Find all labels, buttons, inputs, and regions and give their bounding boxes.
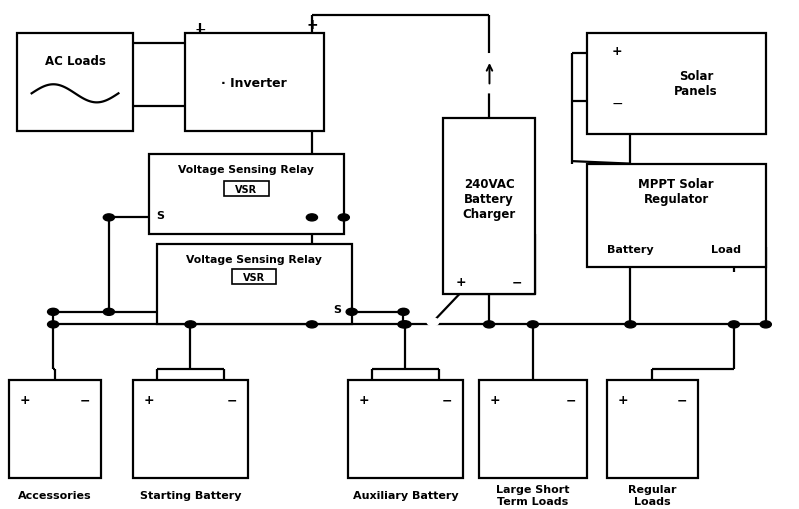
FancyBboxPatch shape <box>224 182 268 197</box>
Circle shape <box>48 321 58 328</box>
Text: −: − <box>611 96 622 110</box>
Text: +: + <box>20 393 30 406</box>
Circle shape <box>400 321 411 328</box>
Text: +: + <box>617 393 628 406</box>
Circle shape <box>338 214 349 221</box>
Text: +: + <box>490 393 500 406</box>
FancyBboxPatch shape <box>586 164 765 267</box>
Text: +: + <box>306 18 318 32</box>
FancyBboxPatch shape <box>348 380 463 477</box>
Circle shape <box>427 319 439 326</box>
FancyBboxPatch shape <box>185 34 324 132</box>
Text: Solar
Panels: Solar Panels <box>674 70 718 98</box>
Text: −: − <box>227 393 237 406</box>
Circle shape <box>306 321 317 328</box>
Text: Regular
Loads: Regular Loads <box>628 485 677 506</box>
Circle shape <box>527 321 539 328</box>
FancyBboxPatch shape <box>586 34 765 134</box>
Text: Auxiliary Battery: Auxiliary Battery <box>352 490 459 500</box>
Circle shape <box>185 321 196 328</box>
Text: Voltage Sensing Relay: Voltage Sensing Relay <box>178 164 314 174</box>
Text: Battery: Battery <box>607 244 654 254</box>
Text: −: − <box>677 393 687 406</box>
FancyBboxPatch shape <box>232 270 276 285</box>
Text: Accessories: Accessories <box>18 490 92 500</box>
Text: −: − <box>442 393 452 406</box>
Text: Voltage Sensing Relay: Voltage Sensing Relay <box>186 254 322 265</box>
Text: +: + <box>359 393 369 406</box>
Text: VSR: VSR <box>235 184 257 194</box>
Text: −: − <box>195 23 206 37</box>
Circle shape <box>103 214 114 221</box>
Text: 240VAC
Battery
Charger: 240VAC Battery Charger <box>463 178 515 221</box>
FancyBboxPatch shape <box>606 380 698 477</box>
Circle shape <box>103 308 114 316</box>
Text: Load: Load <box>711 244 741 254</box>
FancyBboxPatch shape <box>443 119 535 295</box>
FancyBboxPatch shape <box>149 154 344 235</box>
FancyBboxPatch shape <box>133 380 248 477</box>
Text: · Inverter: · Inverter <box>221 76 287 90</box>
FancyBboxPatch shape <box>157 244 352 325</box>
Text: +: + <box>611 45 622 58</box>
Circle shape <box>398 308 409 316</box>
Circle shape <box>316 307 328 314</box>
Text: AC Loads: AC Loads <box>45 55 105 68</box>
Circle shape <box>729 321 740 328</box>
Circle shape <box>48 308 58 316</box>
Circle shape <box>625 321 636 328</box>
Text: −: − <box>80 393 90 406</box>
Text: +: + <box>143 393 154 406</box>
Circle shape <box>483 321 495 328</box>
FancyBboxPatch shape <box>10 380 101 477</box>
Text: +: + <box>455 276 466 289</box>
Text: −: − <box>566 393 576 406</box>
FancyBboxPatch shape <box>479 380 586 477</box>
Text: Large Short
Term Loads: Large Short Term Loads <box>496 485 570 506</box>
Circle shape <box>459 55 519 93</box>
Circle shape <box>292 215 304 222</box>
Circle shape <box>306 214 317 221</box>
Circle shape <box>760 321 771 328</box>
Circle shape <box>398 321 409 328</box>
Text: −: − <box>512 276 523 289</box>
Text: MPPT Solar
Regulator: MPPT Solar Regulator <box>638 178 714 206</box>
Text: S: S <box>157 210 165 220</box>
Text: S: S <box>333 305 341 315</box>
Text: VSR: VSR <box>243 272 265 282</box>
FancyBboxPatch shape <box>18 34 133 132</box>
Text: Starting Battery: Starting Battery <box>140 490 241 500</box>
Circle shape <box>346 308 357 316</box>
